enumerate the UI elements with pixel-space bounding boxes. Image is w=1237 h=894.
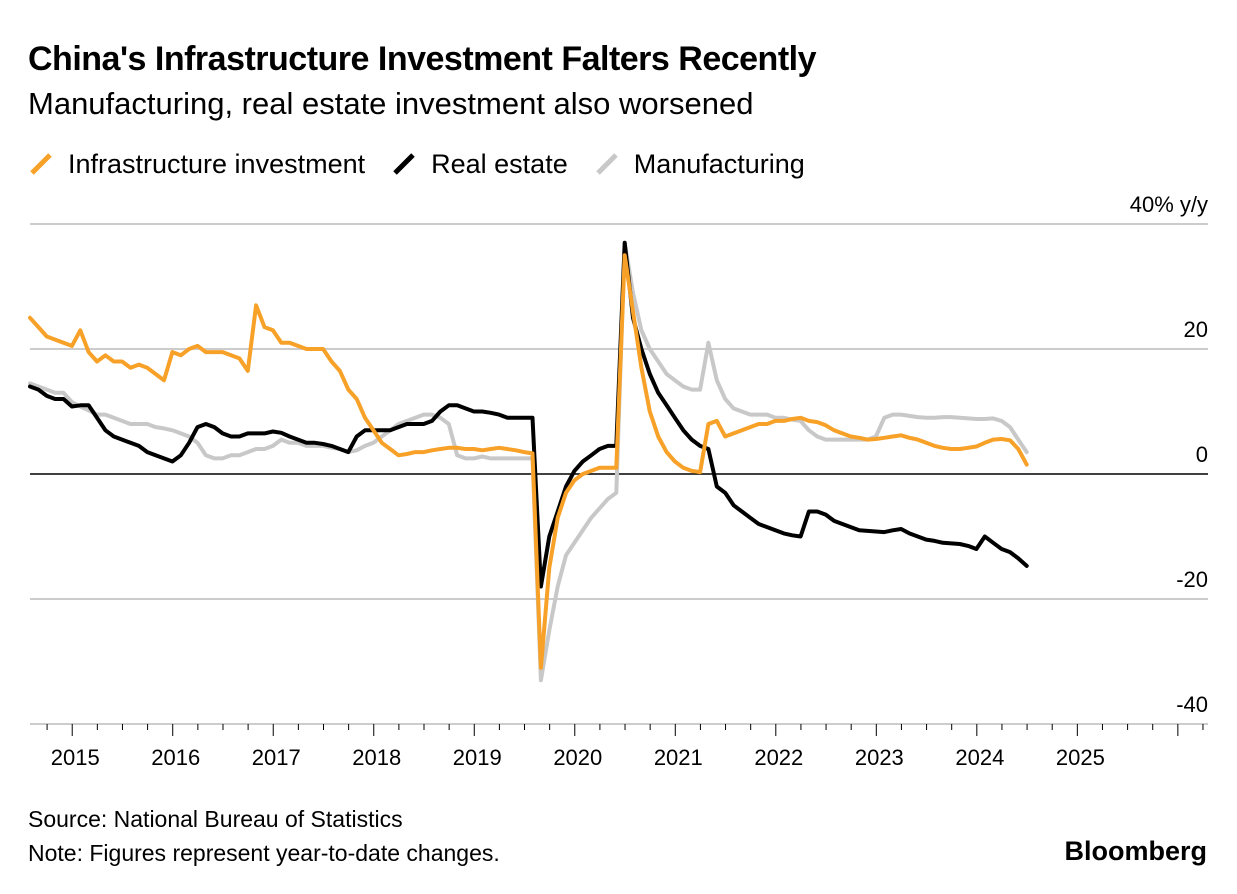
y-tick-label: -40 bbox=[1176, 692, 1208, 717]
y-tick-label: 40% y/y bbox=[1130, 192, 1208, 217]
legend-line-real-estate bbox=[393, 153, 415, 175]
legend-swatch-real-estate bbox=[391, 151, 417, 177]
series-line-real-estate bbox=[28, 240, 1029, 589]
y-tick-label: 0 bbox=[1196, 442, 1208, 467]
legend-label-manufacturing: Manufacturing bbox=[633, 148, 805, 179]
legend-line-manufacturing bbox=[595, 153, 618, 175]
x-tick-label: 2019 bbox=[453, 745, 502, 770]
chart-subtitle: Manufacturing, real estate investment al… bbox=[28, 86, 754, 121]
legend-item-infrastructure: Infrastructure investment bbox=[28, 149, 365, 180]
grid-lines bbox=[30, 223, 1208, 725]
y-tick-label: -20 bbox=[1176, 567, 1208, 592]
x-tick-label: 2022 bbox=[754, 745, 803, 770]
x-tick-label: 2021 bbox=[654, 745, 703, 770]
series-line-infrastructure-investment bbox=[28, 253, 1029, 670]
x-tick-label: 2015 bbox=[51, 745, 100, 770]
x-axis: 2015 2016 2017 2018 2019 2020 2021 2022 2023 2024… bbox=[46, 724, 1204, 770]
x-tick-label: 2016 bbox=[151, 745, 200, 770]
x-tick-label: 2023 bbox=[855, 745, 904, 770]
chart-title: China's Infrastructure Investment Falter… bbox=[28, 40, 817, 78]
y-tick-label: 20 bbox=[1184, 317, 1208, 342]
legend-line-infrastructure bbox=[30, 153, 52, 175]
source-note: Source: National Bureau of Statistics bbox=[28, 806, 403, 832]
x-tick-label: 2025 bbox=[1056, 745, 1105, 770]
legend-label-real-estate: Real estate bbox=[431, 148, 568, 179]
legend-item-manufacturing: Manufacturing bbox=[594, 149, 805, 180]
series-line-manufacturing bbox=[28, 240, 1029, 683]
legend-item-real-estate: Real estate bbox=[391, 149, 568, 180]
legend-label-infrastructure: Infrastructure investment bbox=[68, 148, 366, 179]
legend-swatch-manufacturing bbox=[594, 151, 620, 177]
series-lines bbox=[28, 240, 1029, 683]
y-axis-labels: 40% y/y 20 0 -20 -40 bbox=[1130, 192, 1208, 717]
bloomberg-logo: Bloomberg bbox=[1064, 836, 1207, 866]
footnote: Note: Figures represent year-to-date cha… bbox=[28, 840, 500, 866]
legend: Infrastructure investment Real estate Ma… bbox=[28, 146, 831, 182]
x-tick-label: 2020 bbox=[553, 745, 602, 770]
x-tick-label: 2024 bbox=[955, 745, 1004, 770]
x-tick-label: 2017 bbox=[252, 745, 301, 770]
x-tick-label: 2018 bbox=[352, 745, 401, 770]
legend-swatch-infrastructure bbox=[28, 151, 54, 177]
